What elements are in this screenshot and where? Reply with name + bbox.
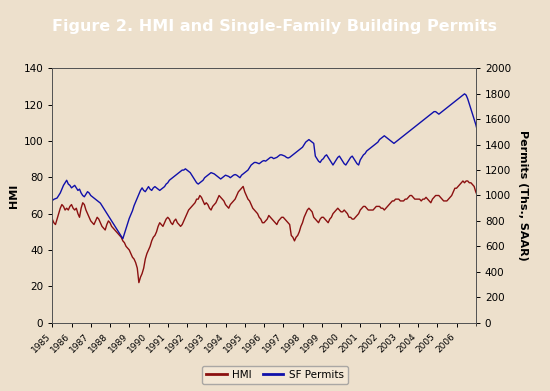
Y-axis label: Permits (Ths., SAAR): Permits (Ths., SAAR) — [518, 130, 527, 261]
HMI — [49, 217, 56, 221]
HMI — [490, 222, 497, 227]
SF Permits — [461, 91, 468, 96]
Text: Figure 2. HMI and Single-Family Building Permits: Figure 2. HMI and Single-Family Building… — [52, 19, 498, 34]
HMI — [135, 280, 142, 285]
SF Permits — [49, 198, 56, 203]
SF Permits — [282, 154, 288, 158]
SF Permits — [436, 112, 442, 117]
HMI — [460, 179, 466, 183]
SF Permits — [443, 106, 450, 110]
Line: SF Permits: SF Permits — [52, 94, 513, 270]
Line: HMI: HMI — [52, 181, 550, 283]
SF Permits — [471, 117, 477, 122]
Legend: HMI, SF Permits: HMI, SF Permits — [202, 366, 348, 384]
Y-axis label: HMI: HMI — [9, 183, 19, 208]
SF Permits — [509, 267, 516, 272]
SF Permits — [89, 194, 96, 199]
HMI — [366, 208, 373, 212]
HMI — [70, 206, 76, 210]
SF Permits — [455, 97, 461, 101]
HMI — [89, 221, 96, 225]
